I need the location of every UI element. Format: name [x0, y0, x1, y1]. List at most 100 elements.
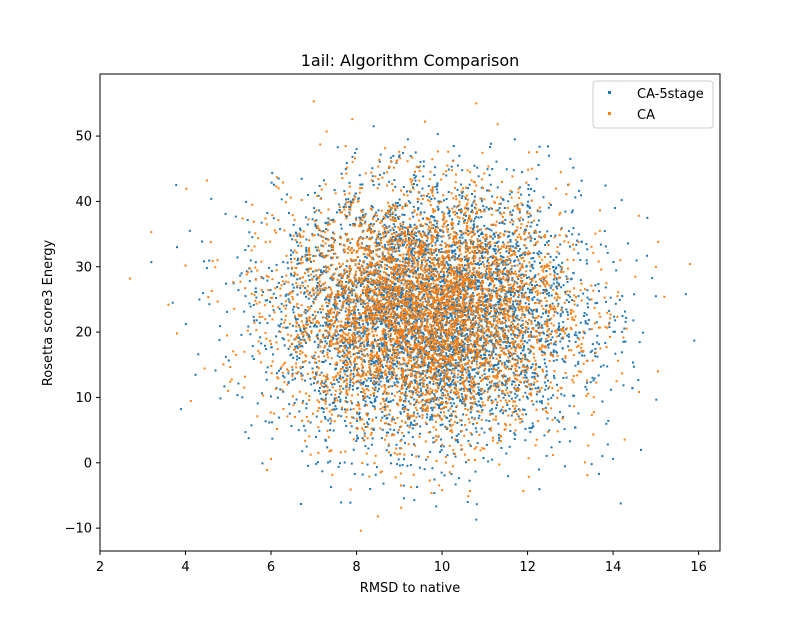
- data-point: [486, 227, 489, 230]
- data-point: [545, 373, 548, 376]
- data-point: [561, 358, 564, 361]
- data-point: [493, 250, 496, 253]
- data-point: [413, 403, 416, 406]
- data-point: [495, 258, 498, 261]
- data-point: [505, 359, 508, 362]
- data-point: [321, 470, 324, 473]
- data-point: [541, 326, 544, 329]
- data-point: [294, 377, 296, 380]
- data-point: [499, 255, 502, 258]
- data-point: [546, 230, 549, 233]
- data-point: [393, 429, 396, 432]
- data-point: [564, 290, 567, 293]
- data-point: [455, 269, 458, 272]
- data-point: [480, 263, 483, 265]
- data-point: [380, 322, 383, 325]
- data-point: [400, 282, 403, 285]
- data-point: [280, 198, 283, 201]
- data-point: [469, 330, 472, 333]
- data-point: [379, 153, 382, 156]
- data-point: [545, 370, 548, 373]
- data-point: [447, 168, 450, 171]
- data-point: [425, 423, 428, 426]
- data-point: [520, 352, 522, 355]
- data-point: [416, 356, 419, 359]
- data-point: [280, 310, 283, 313]
- data-point: [467, 388, 470, 391]
- data-point: [603, 230, 606, 233]
- data-point: [427, 233, 430, 236]
- data-point: [306, 310, 309, 313]
- data-point: [463, 220, 466, 223]
- data-point: [512, 250, 515, 253]
- data-point: [468, 276, 470, 279]
- data-point: [550, 204, 552, 206]
- data-point: [393, 352, 396, 355]
- data-point: [597, 374, 600, 377]
- data-point: [493, 319, 496, 322]
- data-point: [302, 400, 305, 403]
- data-point: [312, 270, 315, 273]
- data-point: [408, 369, 411, 372]
- data-point: [478, 392, 481, 395]
- data-point: [441, 392, 444, 394]
- data-point: [289, 272, 292, 275]
- data-point: [349, 328, 352, 331]
- data-point: [478, 235, 480, 237]
- data-point: [375, 381, 378, 384]
- data-point: [391, 354, 394, 357]
- data-point: [306, 257, 309, 260]
- data-point: [462, 267, 465, 270]
- data-point: [409, 201, 412, 204]
- data-point: [407, 408, 410, 411]
- data-point: [315, 435, 317, 438]
- data-point: [435, 222, 438, 225]
- data-point: [392, 328, 395, 331]
- data-point: [415, 238, 418, 241]
- data-point: [394, 250, 397, 253]
- data-point: [492, 357, 495, 360]
- data-point: [407, 385, 409, 388]
- data-point: [457, 369, 460, 372]
- data-point: [436, 237, 439, 240]
- data-point: [393, 283, 396, 286]
- data-point: [513, 432, 516, 435]
- data-point: [483, 376, 486, 379]
- data-point: [409, 464, 412, 466]
- data-point: [591, 376, 594, 379]
- data-point: [312, 300, 315, 303]
- data-point: [304, 309, 307, 311]
- data-point: [513, 312, 515, 315]
- data-point: [381, 410, 384, 413]
- data-point: [326, 336, 329, 339]
- data-point: [466, 260, 469, 263]
- data-point: [357, 317, 360, 320]
- data-point: [375, 320, 378, 323]
- data-point: [474, 315, 477, 318]
- data-point: [388, 308, 391, 311]
- data-point: [430, 303, 433, 306]
- data-point: [422, 382, 425, 385]
- data-point: [506, 365, 509, 368]
- data-point: [507, 235, 509, 238]
- data-point: [296, 263, 299, 265]
- data-point: [415, 235, 418, 237]
- data-point: [339, 392, 342, 395]
- data-point: [518, 366, 521, 369]
- data-point: [344, 310, 347, 313]
- data-point: [467, 272, 470, 275]
- data-point: [273, 183, 275, 186]
- data-point: [575, 334, 578, 337]
- data-point: [438, 344, 441, 347]
- data-point: [447, 264, 450, 267]
- data-point: [546, 340, 549, 342]
- data-point: [559, 411, 561, 414]
- data-point: [513, 310, 516, 313]
- data-point: [655, 398, 658, 401]
- data-point: [409, 191, 412, 194]
- data-point: [318, 429, 321, 432]
- data-point: [408, 390, 411, 393]
- data-point: [539, 262, 541, 264]
- data-point: [335, 338, 338, 341]
- data-point: [632, 361, 634, 364]
